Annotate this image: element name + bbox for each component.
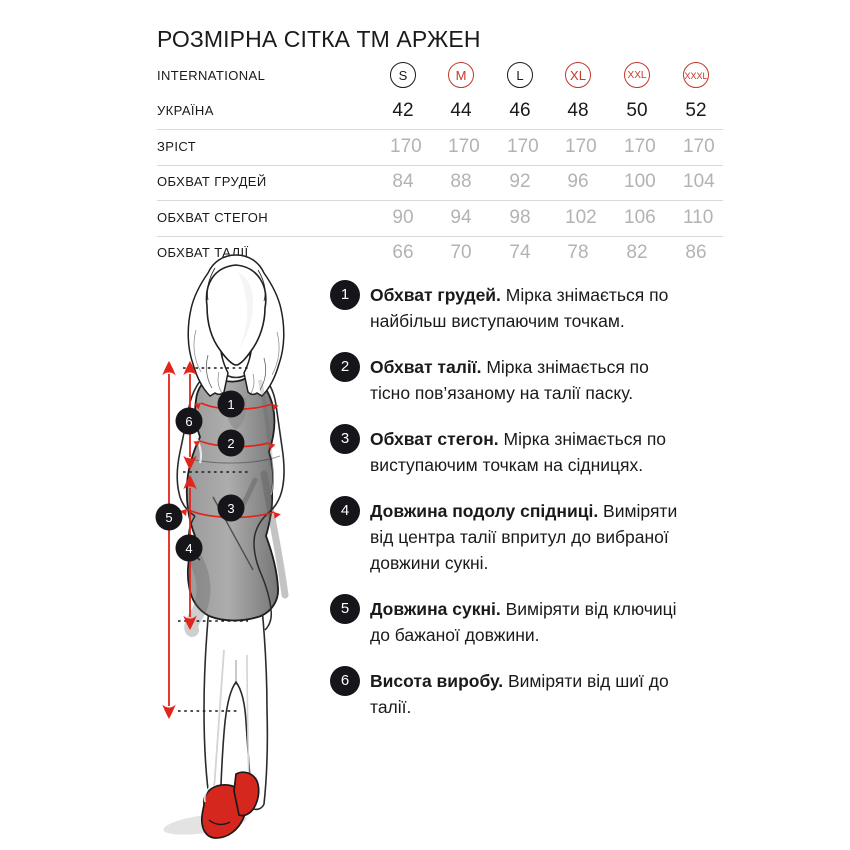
svg-text:6: 6 (185, 414, 192, 429)
svg-text:4: 4 (185, 541, 192, 556)
svg-text:1: 1 (227, 397, 234, 412)
svg-text:5: 5 (165, 510, 172, 525)
svg-text:2: 2 (227, 436, 234, 451)
svg-text:3: 3 (227, 501, 234, 516)
